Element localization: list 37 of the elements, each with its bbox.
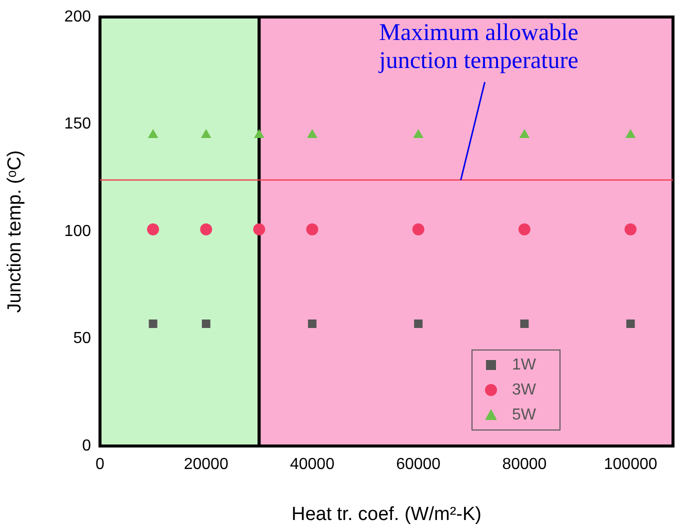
- x-tick-label: 0: [96, 456, 105, 474]
- point: [624, 223, 637, 236]
- x-tick-label: 100000: [604, 456, 658, 474]
- y-tick-label: 200: [64, 8, 92, 26]
- point: [306, 223, 318, 236]
- legend-label: 5W: [512, 406, 537, 424]
- legend-label: 1W: [512, 356, 537, 374]
- point: [202, 319, 210, 328]
- point: [625, 128, 636, 138]
- legend-label: 3W: [512, 381, 537, 398]
- y-tick-label: 0: [82, 437, 92, 454]
- point: [413, 128, 424, 138]
- x-tick-label: 60000: [396, 456, 441, 474]
- point: [253, 223, 266, 236]
- point: [626, 319, 635, 328]
- x-tick-label: 40000: [290, 456, 335, 474]
- point: [254, 128, 264, 138]
- point: [518, 223, 530, 236]
- point: [148, 319, 158, 328]
- y-tick-label: 100: [64, 222, 92, 240]
- point: [520, 319, 529, 328]
- point: [200, 223, 212, 236]
- point: [519, 128, 530, 138]
- point: [147, 223, 160, 236]
- point: [307, 128, 318, 138]
- y-axis-title: Junction temp. (ᵒC): [4, 150, 26, 313]
- x-tick-label: 80000: [502, 456, 547, 474]
- x-tick-label: 20000: [184, 456, 228, 474]
- point: [308, 319, 316, 328]
- point: [148, 128, 158, 138]
- point: [414, 319, 423, 328]
- y-tick-label: 50: [73, 330, 92, 348]
- annotation: Maximum allowable junction temperature: [378, 20, 578, 74]
- point: [200, 128, 212, 138]
- x-axis-title: Heat tr. coef. (W/m²-K): [291, 504, 482, 525]
- y-tick-label: 150: [64, 116, 92, 133]
- point: [412, 223, 424, 236]
